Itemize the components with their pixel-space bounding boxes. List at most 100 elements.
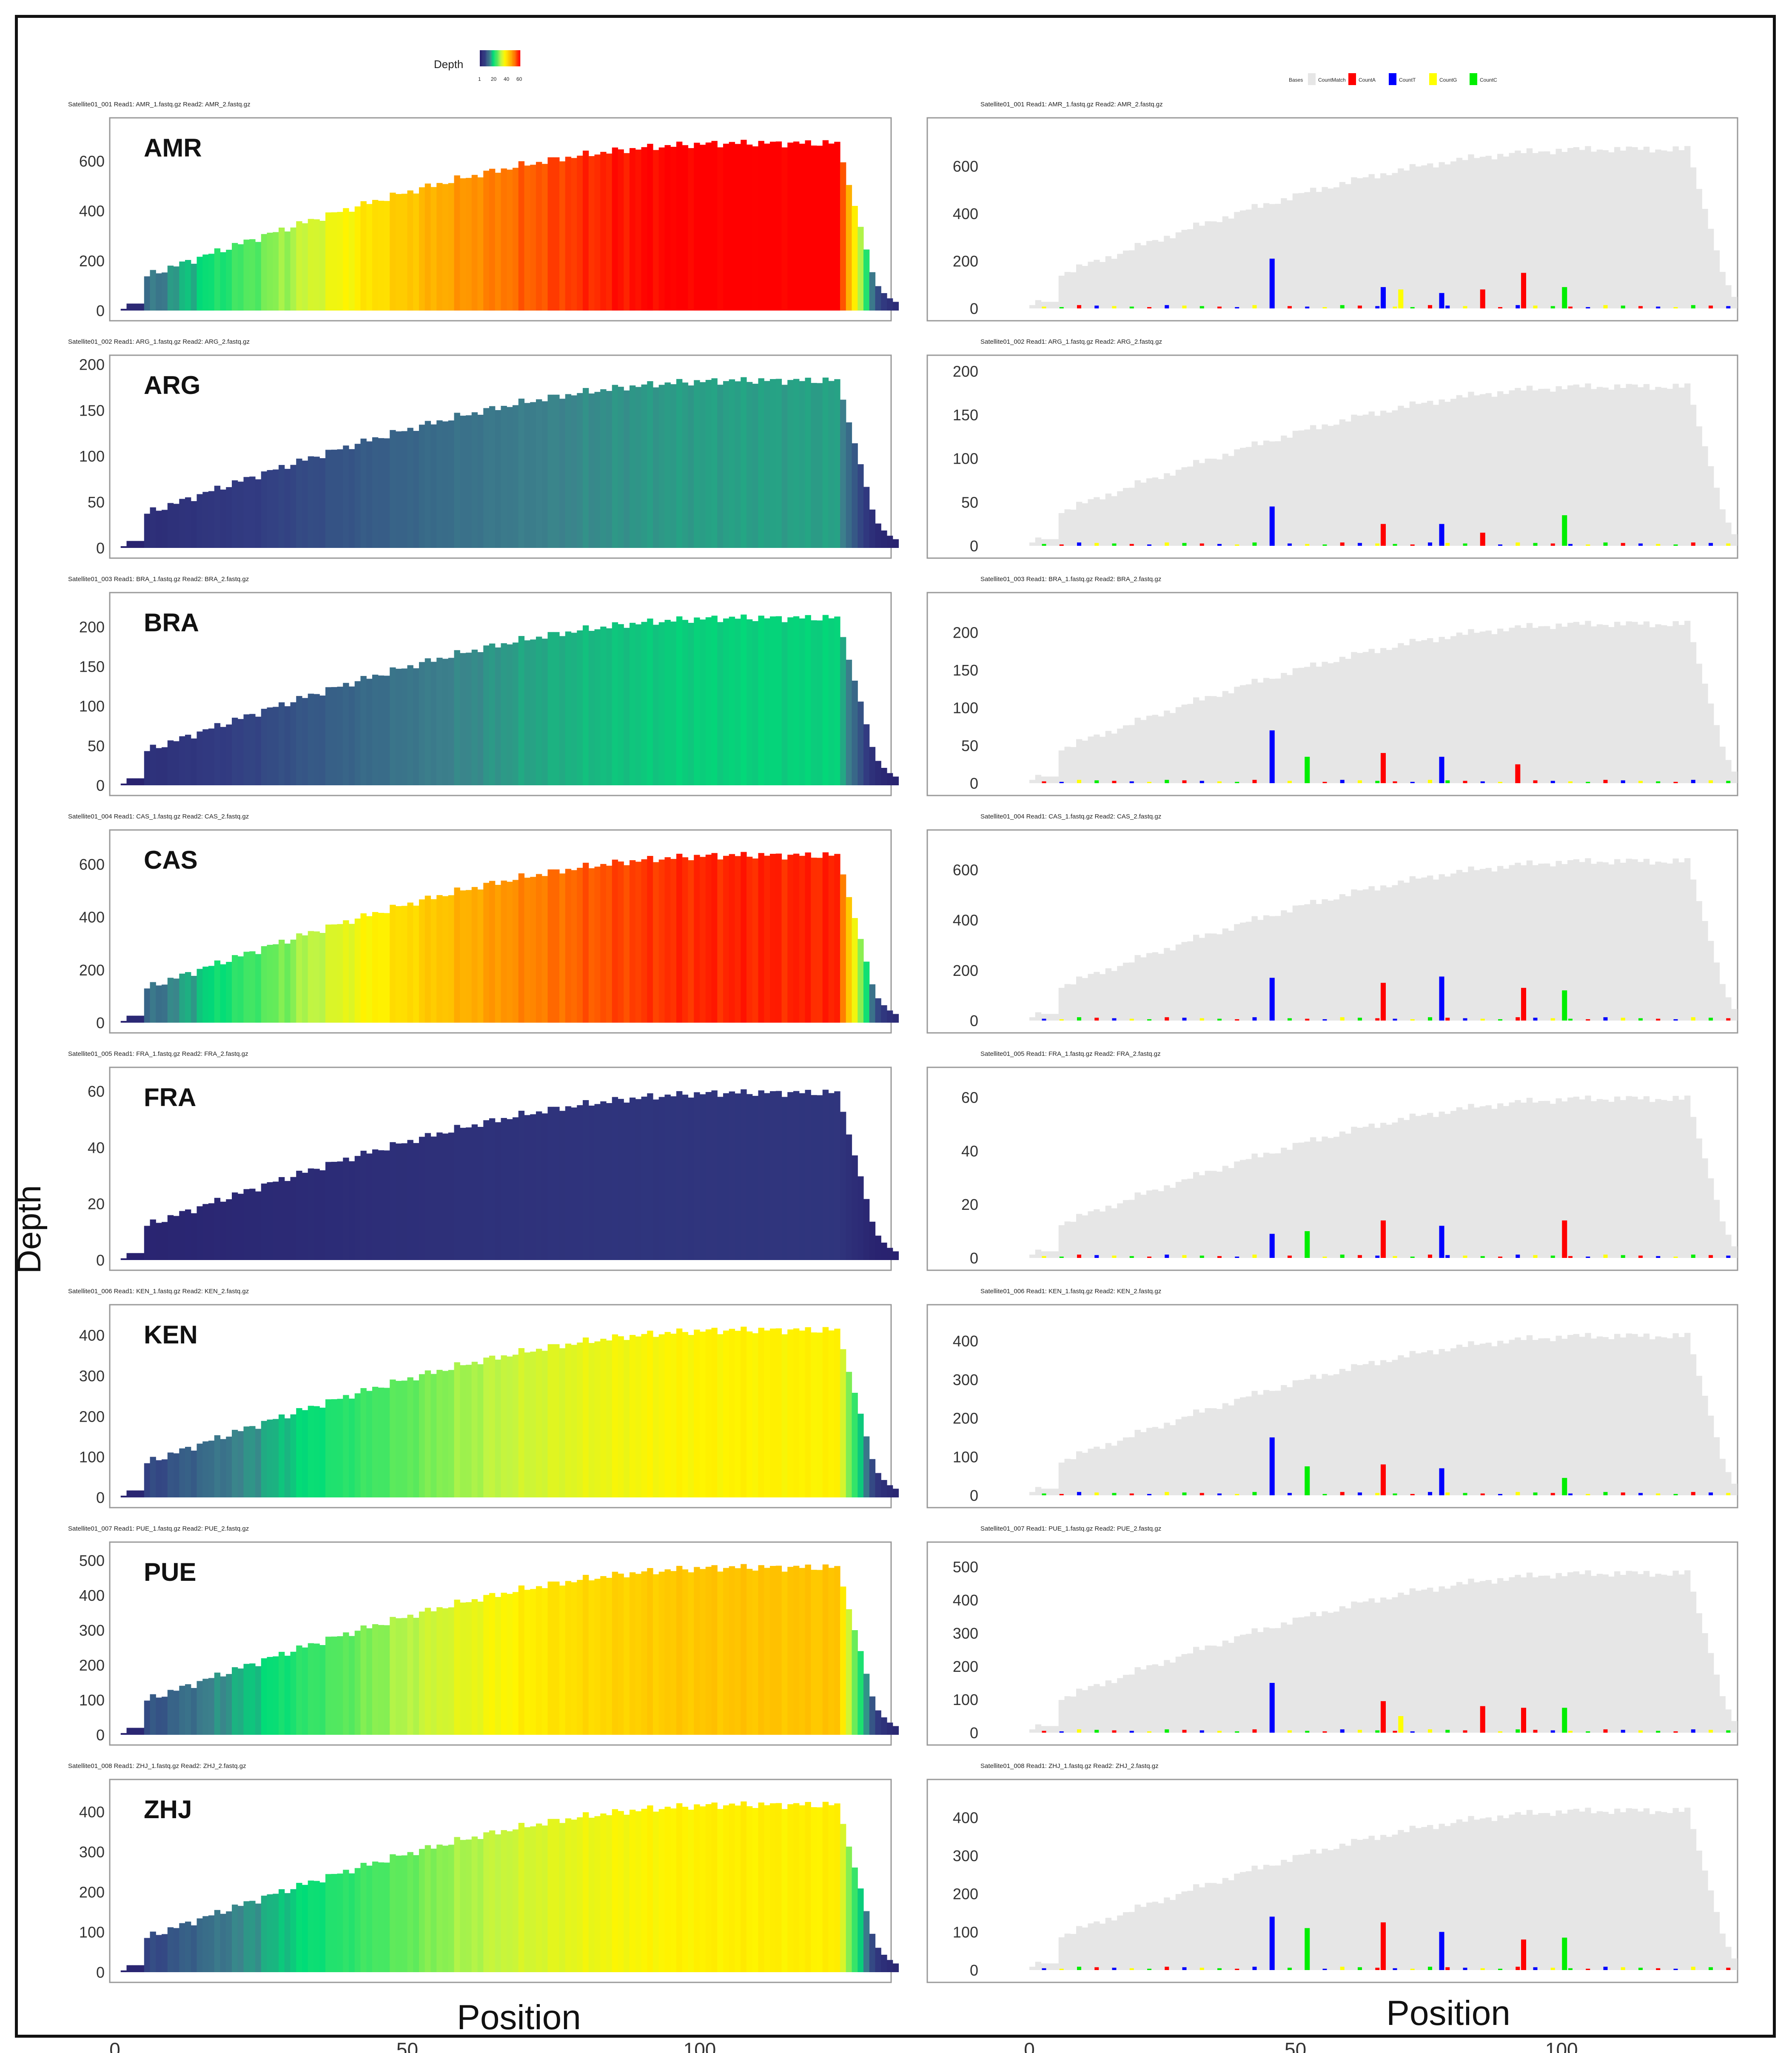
depth-bar: [618, 387, 624, 548]
match-bar: [1567, 385, 1574, 546]
depth-bar: [302, 1410, 308, 1497]
depth-bar: [805, 1327, 811, 1497]
depth-bar: [817, 1332, 823, 1497]
match-bar: [1479, 1106, 1486, 1258]
match-bar: [1292, 1143, 1299, 1258]
match-bar: [1339, 419, 1346, 546]
depth-bar: [378, 438, 385, 548]
depth-bar: [349, 686, 355, 785]
match-bar: [1415, 878, 1422, 1021]
match-bar: [1228, 1168, 1234, 1258]
depth-bar: [723, 855, 729, 1023]
match-bar: [1152, 1902, 1159, 1970]
depth-bar: [571, 1819, 577, 1972]
depth-bar: [764, 381, 770, 548]
depth-bar: [507, 1119, 513, 1260]
depth-bar: [360, 913, 367, 1023]
depth-bar: [162, 1934, 168, 1972]
match-bar: [1649, 1577, 1655, 1733]
match-bar: [1713, 1912, 1720, 1970]
match-bar: [1655, 1099, 1661, 1258]
mismatch-bar: [1445, 305, 1450, 308]
depth-bar: [471, 412, 478, 548]
depth-bar: [430, 899, 437, 1023]
right-x-tick: 0: [1024, 2039, 1035, 2053]
match-bar: [1117, 254, 1123, 308]
match-bar: [1526, 1572, 1533, 1733]
right-y-tick: 400: [953, 912, 978, 929]
depth-bar: [249, 1426, 256, 1497]
depth-bar: [214, 960, 221, 1023]
match-bar: [1719, 1221, 1726, 1258]
depth-bar: [787, 1092, 794, 1260]
left-y-tick: 0: [96, 1014, 105, 1032]
mismatch-bar: [1322, 781, 1327, 783]
depth-bar: [290, 939, 296, 1023]
depth-bar: [237, 719, 244, 785]
depth-bar: [717, 1571, 724, 1735]
depth-bar: [384, 438, 390, 548]
match-bar: [1544, 1101, 1550, 1258]
depth-bar: [284, 1656, 291, 1735]
mismatch-bar: [1638, 1255, 1643, 1258]
match-bar: [1310, 662, 1316, 783]
right-y-tick: 0: [970, 1724, 978, 1742]
depth-legend-swatch: [489, 50, 490, 66]
match-bar: [1608, 627, 1615, 783]
population-label: CAS: [144, 846, 198, 874]
depth-bar: [600, 389, 607, 548]
match-bar: [1140, 245, 1147, 308]
depth-bar: [641, 384, 647, 548]
match-bar: [1245, 1634, 1252, 1733]
match-bar: [1263, 1390, 1270, 1495]
depth-bar: [483, 408, 490, 548]
depth-bar: [664, 1569, 671, 1735]
depth-bar: [647, 1568, 653, 1735]
match-bar: [1643, 1333, 1650, 1495]
depth-bar: [700, 382, 706, 548]
depth-bar: [781, 385, 788, 548]
match-bar: [1626, 858, 1632, 1021]
right-y-tick: 300: [953, 1847, 978, 1865]
depth-bar: [799, 1330, 806, 1497]
depth-bar: [664, 145, 671, 311]
match-bar: [1415, 1353, 1422, 1495]
depth-bar: [413, 668, 419, 785]
depth-bar: [191, 1450, 197, 1497]
depth-bar: [331, 1874, 338, 1972]
mismatch-bar: [1550, 1730, 1555, 1733]
depth-bar: [887, 536, 893, 548]
match-bar: [1328, 426, 1334, 546]
match-bar: [1053, 539, 1059, 546]
depth-bar: [466, 178, 472, 311]
depth-bar: [284, 231, 291, 311]
match-bar: [1550, 1341, 1556, 1495]
match-bar: [1105, 1206, 1112, 1258]
match-bar: [1713, 1437, 1720, 1495]
depth-bar: [144, 1938, 151, 1972]
depth-bar: [162, 1459, 168, 1497]
depth-bar: [261, 1421, 268, 1497]
depth-bar: [793, 141, 800, 311]
left-y-tick: 300: [79, 1367, 105, 1385]
depth-bar: [606, 865, 613, 1023]
depth-bar: [852, 1868, 858, 1972]
match-bar: [1649, 1814, 1655, 1970]
match-bar: [1550, 1103, 1556, 1258]
match-bar: [1333, 1611, 1340, 1733]
match-bar: [1257, 1632, 1264, 1733]
depth-legend-swatch: [492, 50, 493, 66]
match-bar: [1667, 626, 1673, 783]
match-bar: [1444, 164, 1451, 308]
match-bar: [1632, 859, 1638, 1021]
depth-legend-swatch: [508, 50, 509, 66]
mismatch-bar: [1656, 306, 1661, 308]
depth-bar: [881, 530, 887, 548]
match-bar: [1251, 1153, 1258, 1258]
depth-bar: [495, 1597, 501, 1735]
left-y-tick: 0: [96, 1964, 105, 1981]
base-legend-swatch: [1389, 73, 1396, 85]
match-bar: [1731, 297, 1738, 308]
depth-bar: [343, 920, 349, 1023]
mismatch-bar: [1709, 1492, 1713, 1495]
